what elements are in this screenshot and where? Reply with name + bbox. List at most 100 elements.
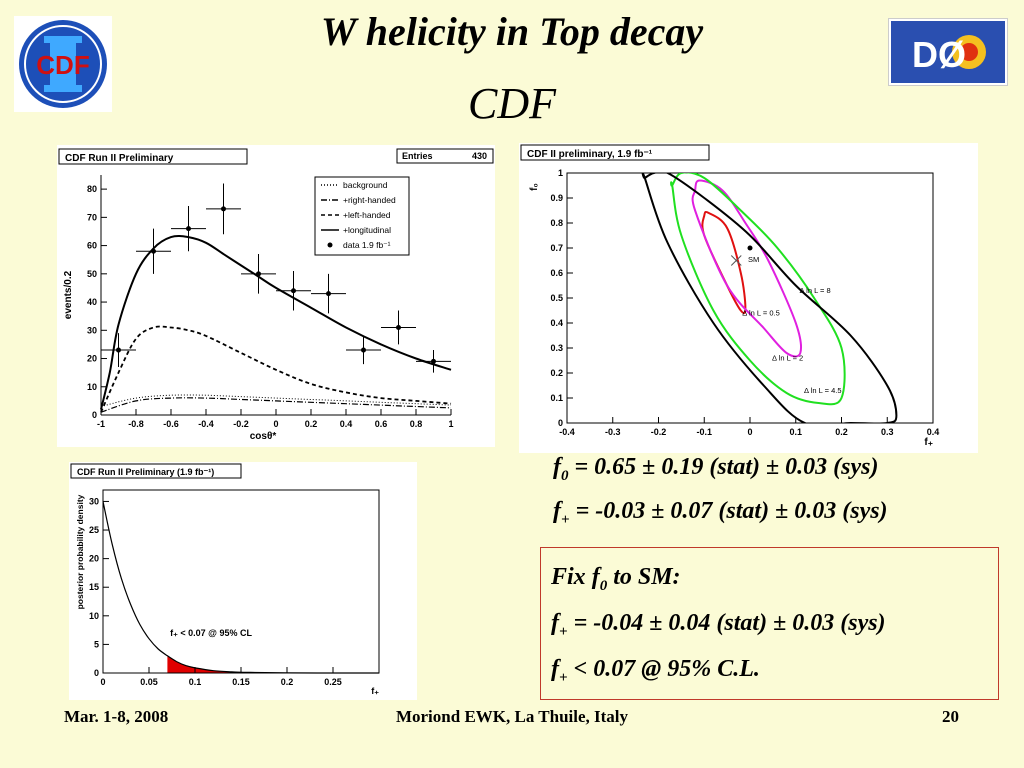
histogram-y-tick-label: 80 [87, 184, 97, 194]
histogram-legend [314, 176, 410, 256]
histogram-legend-label: background [343, 180, 388, 190]
histogram-data-point [151, 248, 156, 254]
histogram-y-tick-label: 20 [87, 354, 97, 364]
contour-sm-point [747, 245, 753, 251]
histogram-data-point [361, 347, 366, 353]
d0-logo-graphic: DØ [891, 21, 1005, 83]
histogram-data-point [116, 347, 121, 353]
posterior-panel: CDF Run II Preliminary (1.9 fb⁻¹) 0 0.05 0.… [69, 462, 417, 700]
contour-line-1 [691, 179, 802, 358]
histogram-y-tick-label: 70 [87, 212, 97, 222]
contour-y-tick-label: 0.1 [550, 393, 563, 403]
contour-label: Δ ln L = 4.5 [804, 386, 841, 395]
contour-y-tick-label: 0.4 [550, 318, 563, 328]
histogram-x-tick-label: -0.4 [198, 419, 214, 429]
histogram-x-tick-label: -0.8 [128, 419, 144, 429]
histogram-stats-label: Entries [402, 151, 433, 161]
fixed-f0-limit: f+ < 0.07 @ 95% C.L. [551, 656, 760, 686]
histogram-x-tick-label: 1 [448, 419, 453, 429]
histogram-data-point [186, 226, 191, 232]
footer-date: Mar. 1-8, 2008 [64, 707, 169, 726]
contour-x-tick-label: -0.2 [651, 427, 667, 437]
contour-y-label: f₀ [529, 183, 540, 191]
posterior-y-tick-label: 5 [94, 639, 99, 649]
contour-x-tick-label: -0.3 [605, 427, 621, 437]
posterior-x-tick-label: 0.2 [281, 677, 294, 687]
posterior-y-label: posterior probability density [75, 494, 85, 609]
fixed-f0-heading: Fix f0 to SM: [551, 564, 681, 594]
fplus-result: f+ = -0.03 ± 0.07 (stat) ± 0.03 (sys) [553, 498, 888, 528]
histogram-x-tick-label: 0.6 [375, 419, 388, 429]
cdf-logo-text: CDF [36, 50, 89, 80]
slide-subtitle: CDF [468, 79, 556, 128]
posterior-y-tick-label: 15 [89, 582, 99, 592]
cdf-logo-graphic: CDF [19, 20, 107, 108]
posterior-x-tick-label: 0.1 [189, 677, 202, 687]
contour-x-tick-label: -0.1 [696, 427, 712, 437]
contour-y-tick-label: 0.6 [550, 268, 563, 278]
histogram-y-tick-label: 40 [87, 297, 97, 307]
slide-title: W helicity in Top decay [320, 9, 704, 54]
posterior-x-tick-label: 0 [100, 677, 105, 687]
histogram-x-tick-label: 0.2 [305, 419, 318, 429]
histogram-x-tick-label: -0.2 [233, 419, 249, 429]
histogram-panel: CDF Run II Preliminary Entries 430 -1 -0.8 -0… [57, 145, 495, 447]
contour-frame [566, 172, 934, 424]
histogram-data-point [291, 288, 296, 294]
contour-x-label: f₊ [924, 437, 933, 448]
contour-y-tick-label: 0.8 [550, 218, 563, 228]
histogram-x-tick-label: -0.6 [163, 419, 179, 429]
contour-y-tick-label: 0.9 [550, 193, 563, 203]
histogram-x-tick-label: 0.4 [340, 419, 353, 429]
histogram-y-tick-label: 10 [87, 382, 97, 392]
contour-y-tick-label: 0.2 [550, 368, 563, 378]
posterior-y-tick-label: 25 [89, 525, 99, 535]
histogram-x-label: cosθ* [250, 431, 277, 442]
contour-title-box [520, 144, 710, 161]
contour-best-fit-marker [730, 255, 742, 266]
d0-logo-text: DØ [912, 34, 966, 75]
contour-x-tick-label: -0.4 [559, 427, 575, 437]
contour-y-tick-label: 0.7 [550, 243, 563, 253]
cdf-logo: CDF [14, 16, 112, 112]
posterior-y-tick-label: 20 [89, 554, 99, 564]
histogram-x-tick-label: 0 [273, 419, 278, 429]
histogram-legend-label: +left-handed [343, 210, 391, 220]
histogram-series-3 [100, 235, 452, 410]
contour-label: Δ ln L = 2 [772, 354, 803, 363]
histogram-data-point [431, 358, 436, 364]
posterior-curve [102, 501, 379, 674]
contour-line-3 [641, 173, 898, 423]
posterior-x-tick-label: 0.25 [324, 677, 342, 687]
histogram-stats-box [396, 148, 494, 164]
contour-x-tick-label: 0 [747, 427, 752, 437]
histogram-y-tick-label: 30 [87, 325, 97, 335]
histogram-legend-label: data 1.9 fb⁻¹ [343, 240, 391, 250]
posterior-chart: CDF Run II Preliminary (1.9 fb⁻¹) 0 0.05 0.… [70, 463, 380, 696]
histogram-data-point [256, 271, 261, 277]
posterior-y-tick-label: 30 [89, 496, 99, 506]
d0-logo: DØ [888, 18, 1008, 86]
histogram-data-point [326, 291, 331, 297]
contour-x-tick-label: 0.4 [927, 427, 940, 437]
histogram-x-tick-label: 0.8 [410, 419, 423, 429]
histogram-y-tick-label: 50 [87, 269, 97, 279]
contour-y-tick-label: 0.5 [550, 293, 563, 303]
contour-x-tick-label: 0.2 [835, 427, 848, 437]
histogram-series-1 [100, 397, 452, 413]
histogram-x-tick-label: -1 [97, 419, 105, 429]
posterior-y-tick-label: 10 [89, 611, 99, 621]
histogram-y-tick-label: 0 [92, 410, 97, 420]
contour-y-tick-label: 0 [558, 418, 563, 428]
posterior-y-tick-label: 0 [94, 668, 99, 678]
contour-y-tick-label: 0.3 [550, 343, 563, 353]
footer-venue: Moriond EWK, La Thuile, Italy [395, 707, 629, 726]
histogram-data-point [221, 206, 226, 212]
histogram-stats-value: 430 [472, 151, 487, 161]
histogram-title: CDF Run II Preliminary [65, 153, 174, 164]
contour-sm-label: SM [748, 255, 759, 264]
posterior-title: CDF Run II Preliminary (1.9 fb⁻¹) [77, 467, 214, 477]
posterior-excluded-area [167, 655, 379, 673]
contour-x-tick-label: 0.3 [881, 427, 894, 437]
contour-chart: CDF II preliminary, 1.9 fb⁻¹ -0.4 -0.3 -0.2… [520, 144, 940, 448]
